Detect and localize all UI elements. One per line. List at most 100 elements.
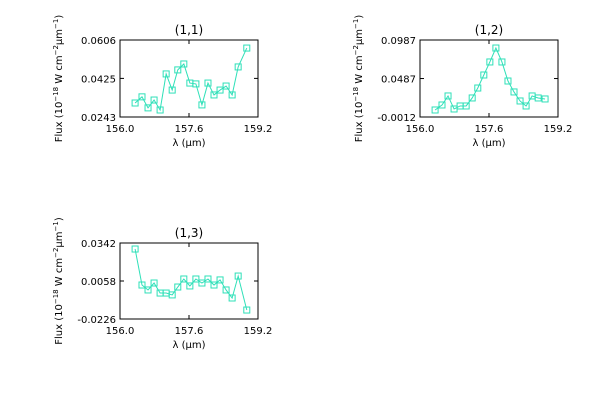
data-marker [498, 58, 506, 66]
data-marker [468, 94, 476, 102]
y-tick-label: 0.0487 [381, 75, 416, 86]
y-axis-label-part: ) [54, 217, 65, 221]
data-marker [480, 71, 488, 79]
data-marker [180, 60, 188, 68]
data-marker [516, 97, 524, 105]
subplot-title: (1,2) [475, 23, 503, 37]
y-axis-label-part: W cm [54, 258, 65, 289]
y-axis-label: Flux (10−18 W cm−2μm−1) [52, 15, 65, 143]
subplot-title: (1,1) [175, 23, 203, 37]
data-marker [234, 272, 242, 280]
data-line [134, 248, 248, 311]
data-marker [150, 279, 158, 287]
data-marker [243, 306, 251, 314]
data-marker [444, 92, 452, 100]
y-axis-label-part: Flux (10 [354, 102, 365, 143]
data-marker [534, 94, 542, 102]
data-marker [492, 44, 500, 52]
x-tick-label: 156.0 [406, 124, 435, 135]
data-marker [431, 106, 439, 114]
y-axis-label-part: μm [354, 29, 365, 45]
y-axis-label-part: −1 [352, 19, 360, 29]
y-axis-label-part: μm [54, 231, 65, 247]
data-marker [168, 86, 176, 94]
data-marker [144, 104, 152, 112]
y-tick-label: 0.0606 [81, 36, 116, 47]
data-marker [168, 291, 176, 299]
data-marker [474, 84, 482, 92]
y-axis-label-part: −1 [52, 19, 60, 29]
y-tick-label: 0.0987 [381, 36, 416, 47]
data-marker [243, 44, 251, 52]
x-tick-label: 157.6 [475, 124, 504, 135]
data-marker [150, 96, 158, 104]
data-marker [228, 91, 236, 99]
data-marker [228, 294, 236, 302]
data-marker [131, 99, 139, 107]
data-marker [144, 286, 152, 294]
data-marker [198, 101, 206, 109]
data-marker [234, 63, 242, 71]
subplot: (1,2) 156.0 157.6 159.2 -0.0012 0.0487 0.0987 λ… [352, 15, 572, 149]
data-marker [438, 101, 446, 109]
y-tick-label: -0.0226 [77, 315, 116, 326]
data-marker [222, 82, 230, 90]
data-marker [204, 79, 212, 87]
y-axis-label-part: W cm [54, 55, 65, 86]
x-tick-label: 157.6 [175, 124, 204, 135]
data-marker [522, 102, 530, 110]
y-tick-label: 0.0058 [81, 277, 116, 288]
data-marker [462, 102, 470, 110]
x-tick-label: 156.0 [106, 124, 135, 135]
y-axis-label-part: −18 [52, 289, 60, 304]
y-axis-label-part: ) [54, 15, 65, 19]
x-tick-label: 157.6 [175, 326, 204, 337]
x-axis-label: λ (μm) [172, 138, 205, 149]
data-marker [138, 281, 146, 289]
y-axis-label: Flux (10−18 W cm−2μm−1) [52, 217, 65, 345]
x-tick-label: 159.2 [244, 124, 273, 135]
data-marker [131, 245, 139, 253]
data-marker [162, 70, 170, 78]
data-marker [192, 275, 200, 283]
plot-frame [119, 39, 259, 118]
y-axis-label-part: −2 [52, 45, 60, 55]
y-axis-label-part: W cm [354, 55, 365, 86]
data-marker [174, 66, 182, 74]
data-marker [138, 93, 146, 101]
x-tick-label: 159.2 [244, 326, 273, 337]
data-marker [210, 91, 218, 99]
y-axis-label-part: ) [354, 15, 365, 19]
data-marker [192, 80, 200, 88]
y-axis-label: Flux (10−18 W cm−2μm−1) [352, 15, 365, 143]
y-axis-label-part: −18 [52, 87, 60, 102]
data-marker [222, 286, 230, 294]
x-axis-label: λ (μm) [472, 138, 505, 149]
y-axis-label-part: −2 [352, 45, 360, 55]
data-line [434, 46, 546, 111]
data-marker [504, 77, 512, 85]
y-tick-label: 0.0243 [81, 113, 116, 124]
y-tick-label: 0.0342 [81, 239, 116, 250]
y-tick-label: -0.0012 [377, 113, 416, 124]
y-axis-label-part: −18 [352, 87, 360, 102]
subplot: (1,1) 156.0 157.6 159.2 0.0243 0.0425 0.0606 λ … [52, 15, 272, 149]
x-tick-label: 159.2 [544, 124, 573, 135]
data-marker [198, 279, 206, 287]
data-marker [210, 281, 218, 289]
x-tick-label: 156.0 [106, 326, 135, 337]
y-axis-label-part: −1 [52, 221, 60, 231]
data-marker [216, 86, 224, 94]
data-marker [186, 282, 194, 290]
y-axis-label-part: Flux (10 [54, 102, 65, 143]
subplot-title: (1,3) [175, 226, 203, 240]
data-marker [486, 58, 494, 66]
data-line [134, 47, 248, 112]
x-axis-label: λ (μm) [172, 340, 205, 351]
data-marker [174, 283, 182, 291]
data-marker [156, 106, 164, 114]
data-marker [204, 275, 212, 283]
y-axis-label-part: −2 [52, 248, 60, 258]
data-marker [541, 95, 549, 103]
